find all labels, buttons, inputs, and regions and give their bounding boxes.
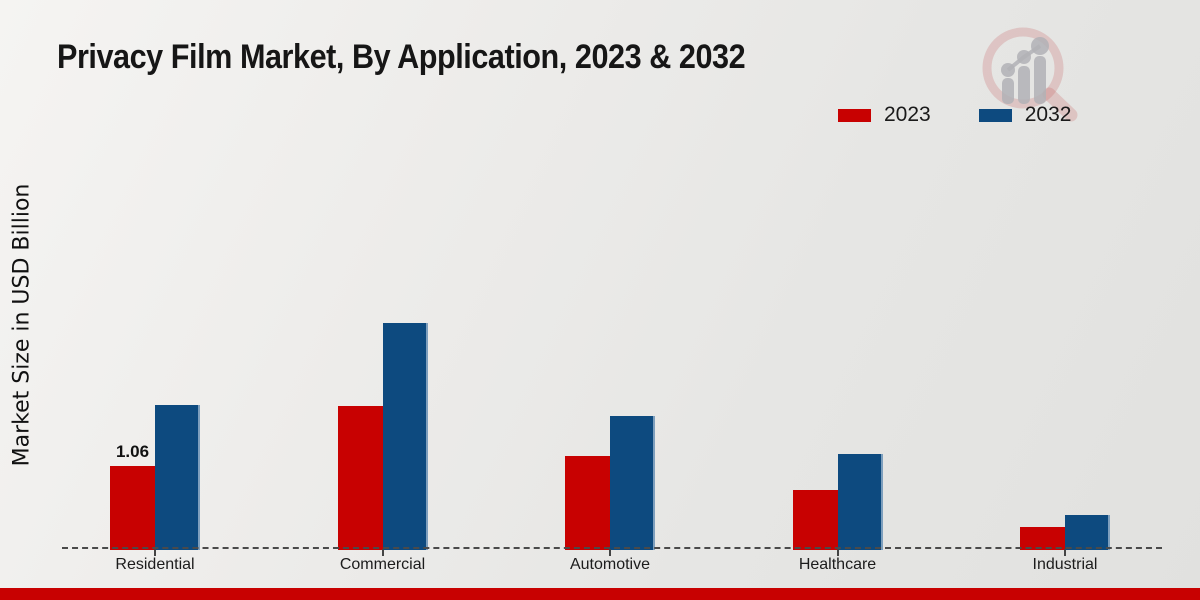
bar-2032-industrial: [1065, 515, 1110, 550]
legend-label-2023: 2023: [884, 103, 931, 126]
bar-2032-automotive: [610, 416, 655, 550]
x-axis-line: [62, 547, 1162, 549]
footer-strip: [0, 588, 1200, 600]
legend-item-2023: 2023: [838, 103, 931, 127]
category-label-commercial: Commercial: [339, 556, 426, 573]
bar-value-label: 1.06: [115, 442, 150, 461]
x-axis-tick: [836, 549, 839, 556]
bar-2023-commercial: [337, 406, 383, 550]
bar-2023-industrial: [1020, 527, 1065, 550]
x-axis-tick: [1064, 549, 1066, 556]
legend-swatch-2023: [838, 108, 871, 122]
magnifier-bar-chart-logo: [982, 27, 1078, 122]
legend: 2023 2032: [838, 103, 1071, 127]
x-axis-tick: [154, 549, 156, 556]
legend-item-2032: 2032: [978, 103, 1072, 127]
chart-title: Privacy Film Market, By Application, 202…: [57, 38, 746, 76]
bar-2023-residential: [110, 466, 155, 550]
x-axis-tick: [609, 549, 611, 556]
bar-2032-residential: [155, 405, 200, 550]
category-label-healthcare: Healthcare: [798, 556, 877, 573]
bar-2032-healthcare: [837, 454, 883, 550]
category-label-residential: Residential: [115, 556, 195, 573]
category-label-industrial: Industrial: [1032, 556, 1098, 573]
bar-2032-commercial: [382, 323, 428, 550]
legend-label-2032: 2032: [1024, 103, 1072, 126]
legend-swatch-2032: [978, 108, 1012, 122]
bar-2023-automotive: [565, 456, 610, 550]
x-axis-tick: [381, 549, 384, 556]
category-label-automotive: Automotive: [569, 556, 651, 573]
bar-2023-healthcare: [792, 490, 838, 550]
